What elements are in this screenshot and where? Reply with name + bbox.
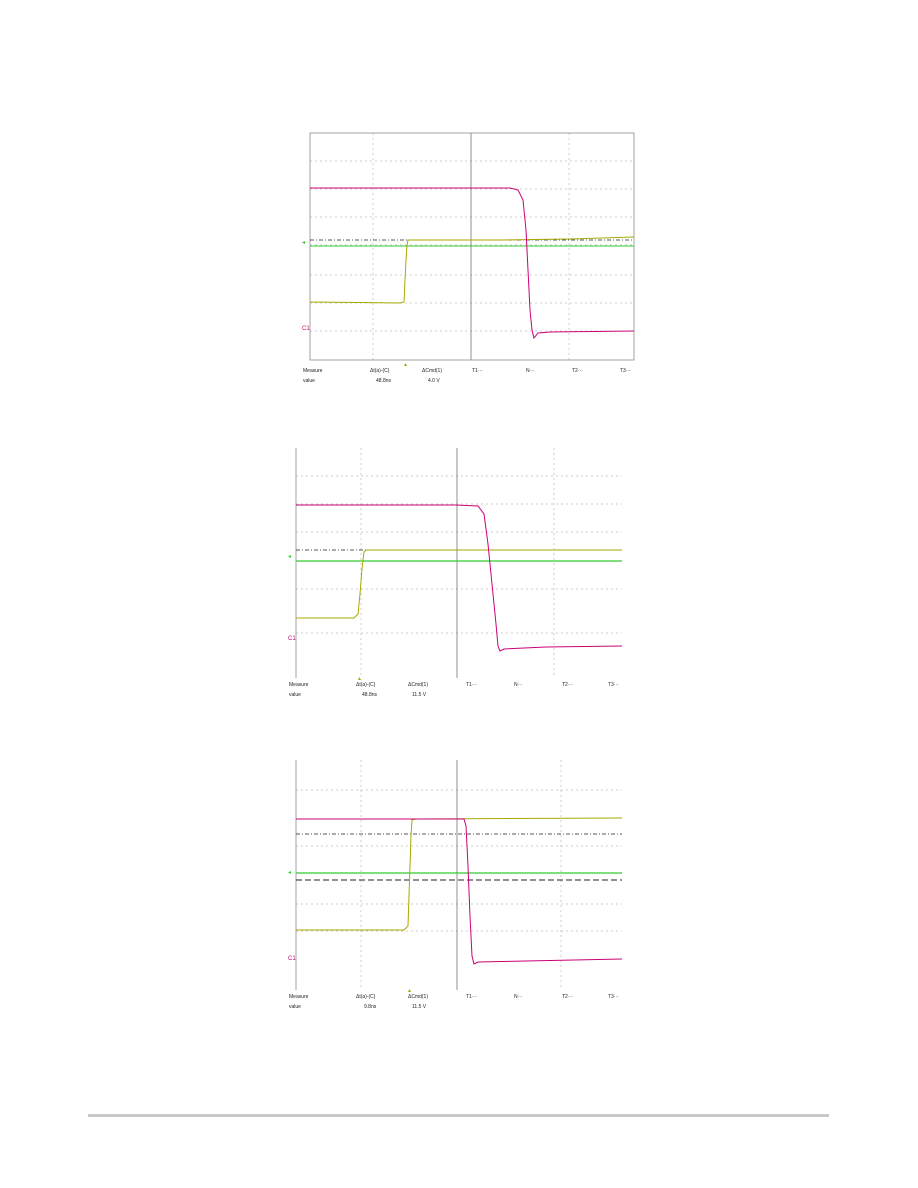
measure-col: T1··· bbox=[466, 994, 477, 1000]
trigger-marker: ▴ bbox=[404, 362, 407, 368]
measure-col: N··· bbox=[526, 368, 535, 374]
grid bbox=[310, 133, 634, 360]
measure-col: T3··· bbox=[608, 682, 619, 688]
ch1-marker: C1 bbox=[288, 636, 296, 642]
value-cell: 9.8ns bbox=[364, 1004, 377, 1010]
measure-header-row-1: Measure Δt(a)-(C) ΔCmd(1) T1··· N··· T2·… bbox=[300, 368, 640, 376]
value-cell: 11.5 V bbox=[412, 1004, 427, 1010]
oscilloscope-capture-2: C1 ◂ ▴ Measure Δt(a)-(C) ΔCmd(1) T1··· N… bbox=[286, 444, 628, 706]
trigger-marker: ▴ bbox=[358, 676, 361, 682]
measure-col: ΔCmd(1) bbox=[408, 994, 429, 1000]
ch1-trace bbox=[296, 818, 623, 965]
ch1-marker: C1 bbox=[302, 326, 310, 332]
value-label: value bbox=[303, 378, 315, 384]
measure-col: T2··· bbox=[562, 994, 573, 1000]
value-label: value bbox=[289, 692, 301, 698]
measure-col: N··· bbox=[514, 994, 523, 1000]
measure-col: Δt(a)-(C) bbox=[356, 994, 376, 1000]
grid bbox=[296, 760, 622, 990]
measure-col: T2··· bbox=[562, 682, 573, 688]
ch1-trace bbox=[296, 504, 623, 652]
ch1-trace bbox=[310, 187, 635, 340]
ch1-marker: C1 bbox=[288, 956, 296, 962]
measure-value-row-2: value 48.8ns 11.5 V bbox=[286, 692, 628, 700]
measure-col: T1··· bbox=[466, 682, 477, 688]
ch3-marker: ◂ bbox=[302, 240, 305, 246]
oscilloscope-capture-3: C1 ◂ ▴ Measure Δt(a)-(C) ΔCmd(1) T1··· N… bbox=[286, 756, 628, 1018]
waveform-plot-1: C1 ◂ ▴ bbox=[302, 132, 635, 368]
ch2-trace bbox=[309, 236, 635, 304]
measure-value-row-3: value 9.8ns 11.5 V bbox=[286, 1004, 628, 1012]
trigger-marker: ▴ bbox=[408, 988, 411, 994]
ch3-marker: ◂ bbox=[288, 554, 291, 560]
ch3-marker: ◂ bbox=[288, 870, 291, 876]
value-cell: 48.8ns bbox=[376, 378, 392, 384]
measure-col: ΔCmd(1) bbox=[422, 368, 443, 374]
waveform-plot-3: C1 ◂ ▴ bbox=[288, 760, 623, 994]
measure-col: T1··· bbox=[472, 368, 483, 374]
oscilloscope-capture-1: C1 ◂ ▴ Measure Δt(a)-(C) ΔCmd(1) T1··· N… bbox=[300, 130, 640, 392]
measure-col: Δt(a)-(C) bbox=[370, 368, 390, 374]
measure-col: Δt(a)-(C) bbox=[356, 682, 376, 688]
measure-col: T3··· bbox=[608, 994, 619, 1000]
footer-rule bbox=[88, 1114, 829, 1117]
measure-col: ΔCmd(1) bbox=[408, 682, 429, 688]
ch2-trace bbox=[296, 817, 623, 931]
measure-value-row-1: value 48.8ns 4.0 V bbox=[300, 378, 640, 386]
grid bbox=[296, 448, 622, 678]
measure-label: Measure bbox=[289, 682, 309, 688]
waveform-plot-2: C1 ◂ ▴ bbox=[288, 448, 623, 682]
measure-label: Measure bbox=[303, 368, 323, 374]
ch2-trace bbox=[296, 549, 622, 619]
value-label: value bbox=[289, 1004, 301, 1010]
value-cell: 4.0 V bbox=[428, 378, 440, 384]
measure-col: N··· bbox=[514, 682, 523, 688]
value-cell: 11.5 V bbox=[412, 692, 427, 698]
measure-col: T3··· bbox=[620, 368, 631, 374]
measure-header-row-3: Measure Δt(a)-(C) ΔCmd(1) T1··· N··· T2·… bbox=[286, 994, 628, 1002]
measure-col: T2··· bbox=[572, 368, 583, 374]
measure-header-row-2: Measure Δt(a)-(C) ΔCmd(1) T1··· N··· T2·… bbox=[286, 682, 628, 690]
measure-label: Measure bbox=[289, 994, 309, 1000]
value-cell: 48.8ns bbox=[362, 692, 378, 698]
